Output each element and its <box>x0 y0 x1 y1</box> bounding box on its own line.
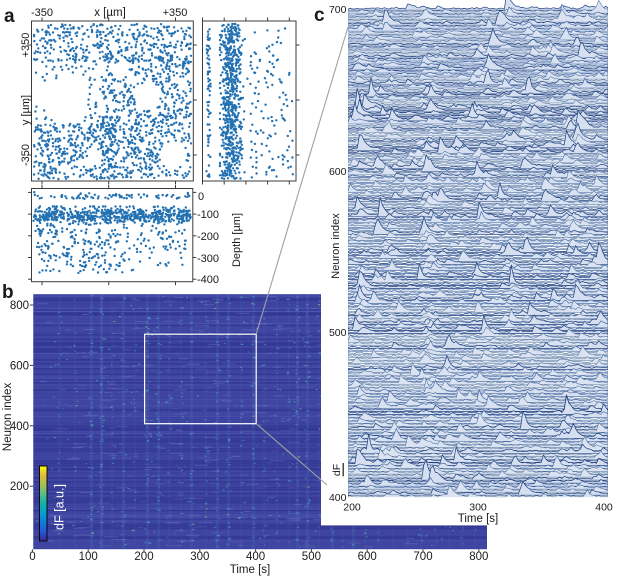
svg-text:0: 0 <box>198 191 204 203</box>
svg-text:y [µm]: y [µm] <box>20 95 32 125</box>
svg-text:400: 400 <box>329 492 347 504</box>
svg-text:Neuron index: Neuron index <box>330 213 342 279</box>
svg-text:600: 600 <box>358 551 377 563</box>
svg-text:b: b <box>2 282 14 303</box>
svg-text:200: 200 <box>10 481 29 493</box>
svg-text:600: 600 <box>329 166 347 178</box>
svg-text:-100: -100 <box>197 209 219 221</box>
svg-text:-350: -350 <box>31 7 53 19</box>
svg-text:100: 100 <box>79 551 98 563</box>
svg-text:-200: -200 <box>197 231 219 243</box>
svg-text:Depth [µm]: Depth [µm] <box>231 213 243 267</box>
svg-text:dF [a.u.]: dF [a.u.] <box>52 484 66 530</box>
svg-text:+350: +350 <box>163 7 188 19</box>
svg-text:300: 300 <box>190 551 209 563</box>
svg-text:dF: dF <box>331 464 343 476</box>
svg-text:200: 200 <box>134 551 153 563</box>
svg-text:800: 800 <box>10 300 29 312</box>
svg-text:200: 200 <box>343 502 361 514</box>
svg-text:500: 500 <box>329 327 347 339</box>
svg-text:x [µm]: x [µm] <box>94 7 126 19</box>
svg-text:Time [s]: Time [s] <box>230 564 270 576</box>
svg-text:400: 400 <box>246 551 265 563</box>
svg-text:700: 700 <box>329 4 347 16</box>
svg-text:-400: -400 <box>197 274 219 286</box>
svg-text:c: c <box>314 5 325 26</box>
svg-text:a: a <box>4 6 15 27</box>
svg-text:Time [s]: Time [s] <box>458 513 498 525</box>
svg-text:500: 500 <box>302 551 321 563</box>
svg-text:0: 0 <box>29 551 35 563</box>
svg-text:300: 300 <box>469 502 487 514</box>
svg-text:800: 800 <box>469 551 488 563</box>
svg-text:400: 400 <box>595 502 613 514</box>
svg-text:Neuron index: Neuron index <box>2 383 14 452</box>
svg-text:600: 600 <box>10 360 29 372</box>
svg-text:+350: +350 <box>20 33 32 58</box>
svg-text:-300: -300 <box>197 253 219 265</box>
svg-text:-350: -350 <box>20 144 32 166</box>
svg-text:400: 400 <box>10 421 29 433</box>
svg-text:700: 700 <box>413 551 432 563</box>
